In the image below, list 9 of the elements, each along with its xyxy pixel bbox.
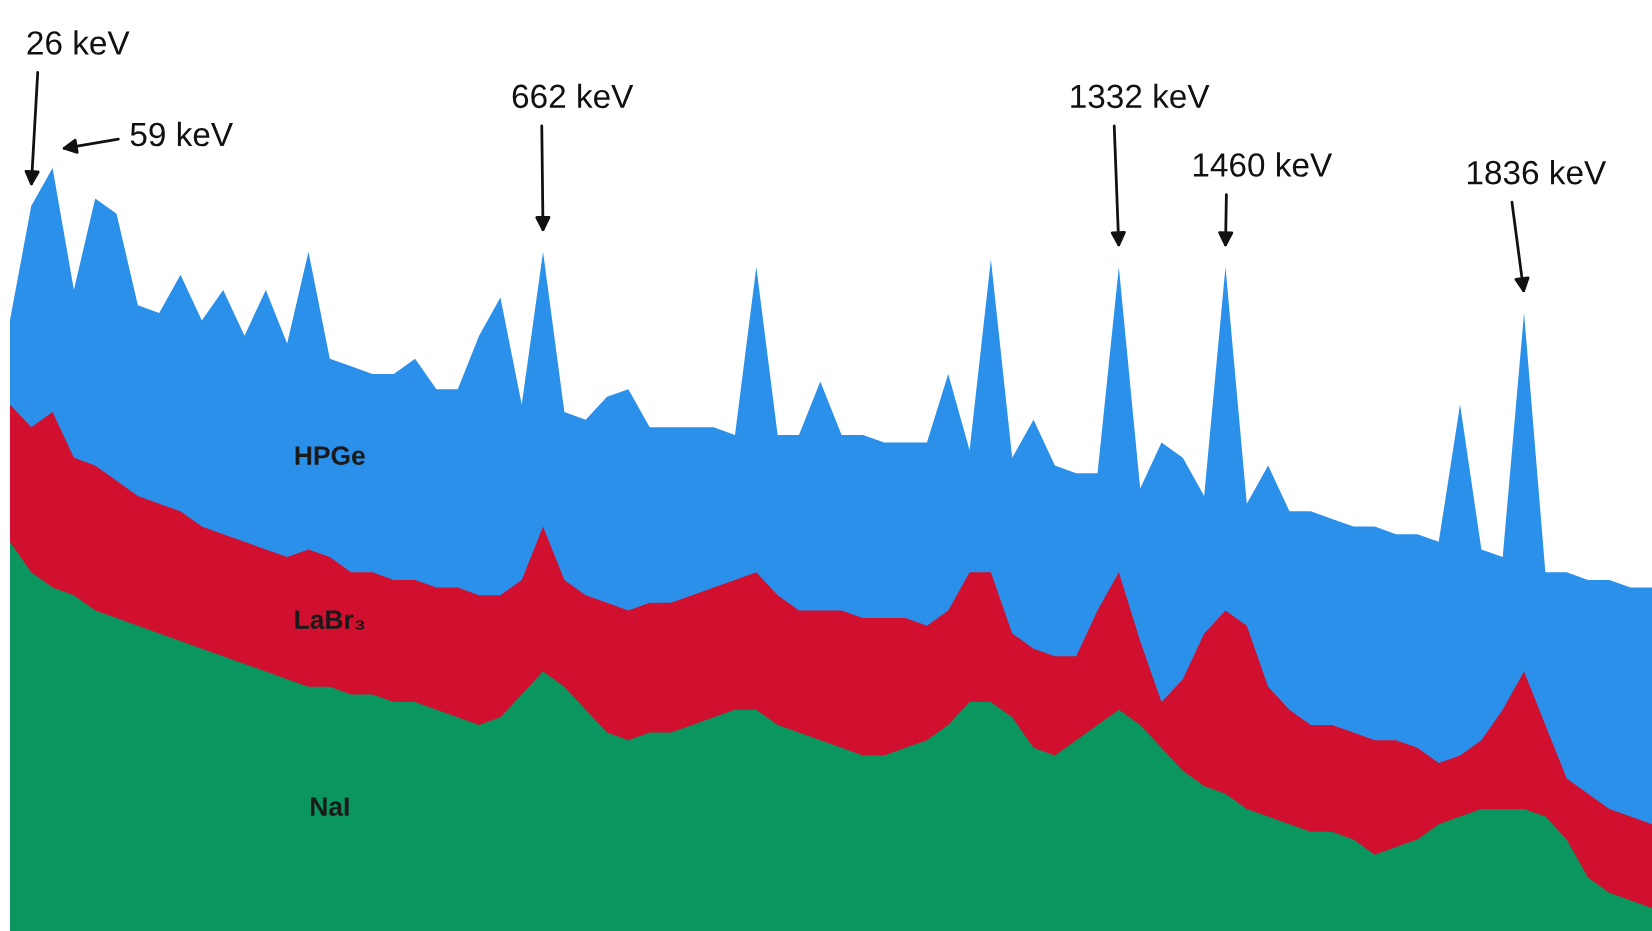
text: 662 keV	[512, 83, 634, 109]
text: 26 keV	[27, 30, 130, 55]
series-label: HPGe	[295, 446, 365, 465]
annotation: 1836 keV	[1467, 159, 1607, 185]
annotation: 1460 keV	[1193, 152, 1333, 177]
text: 59 keV	[130, 121, 233, 147]
series-label: NaI	[311, 797, 349, 816]
series-label: LaBr₃	[295, 610, 365, 630]
text: 1332 keV	[1071, 83, 1210, 109]
